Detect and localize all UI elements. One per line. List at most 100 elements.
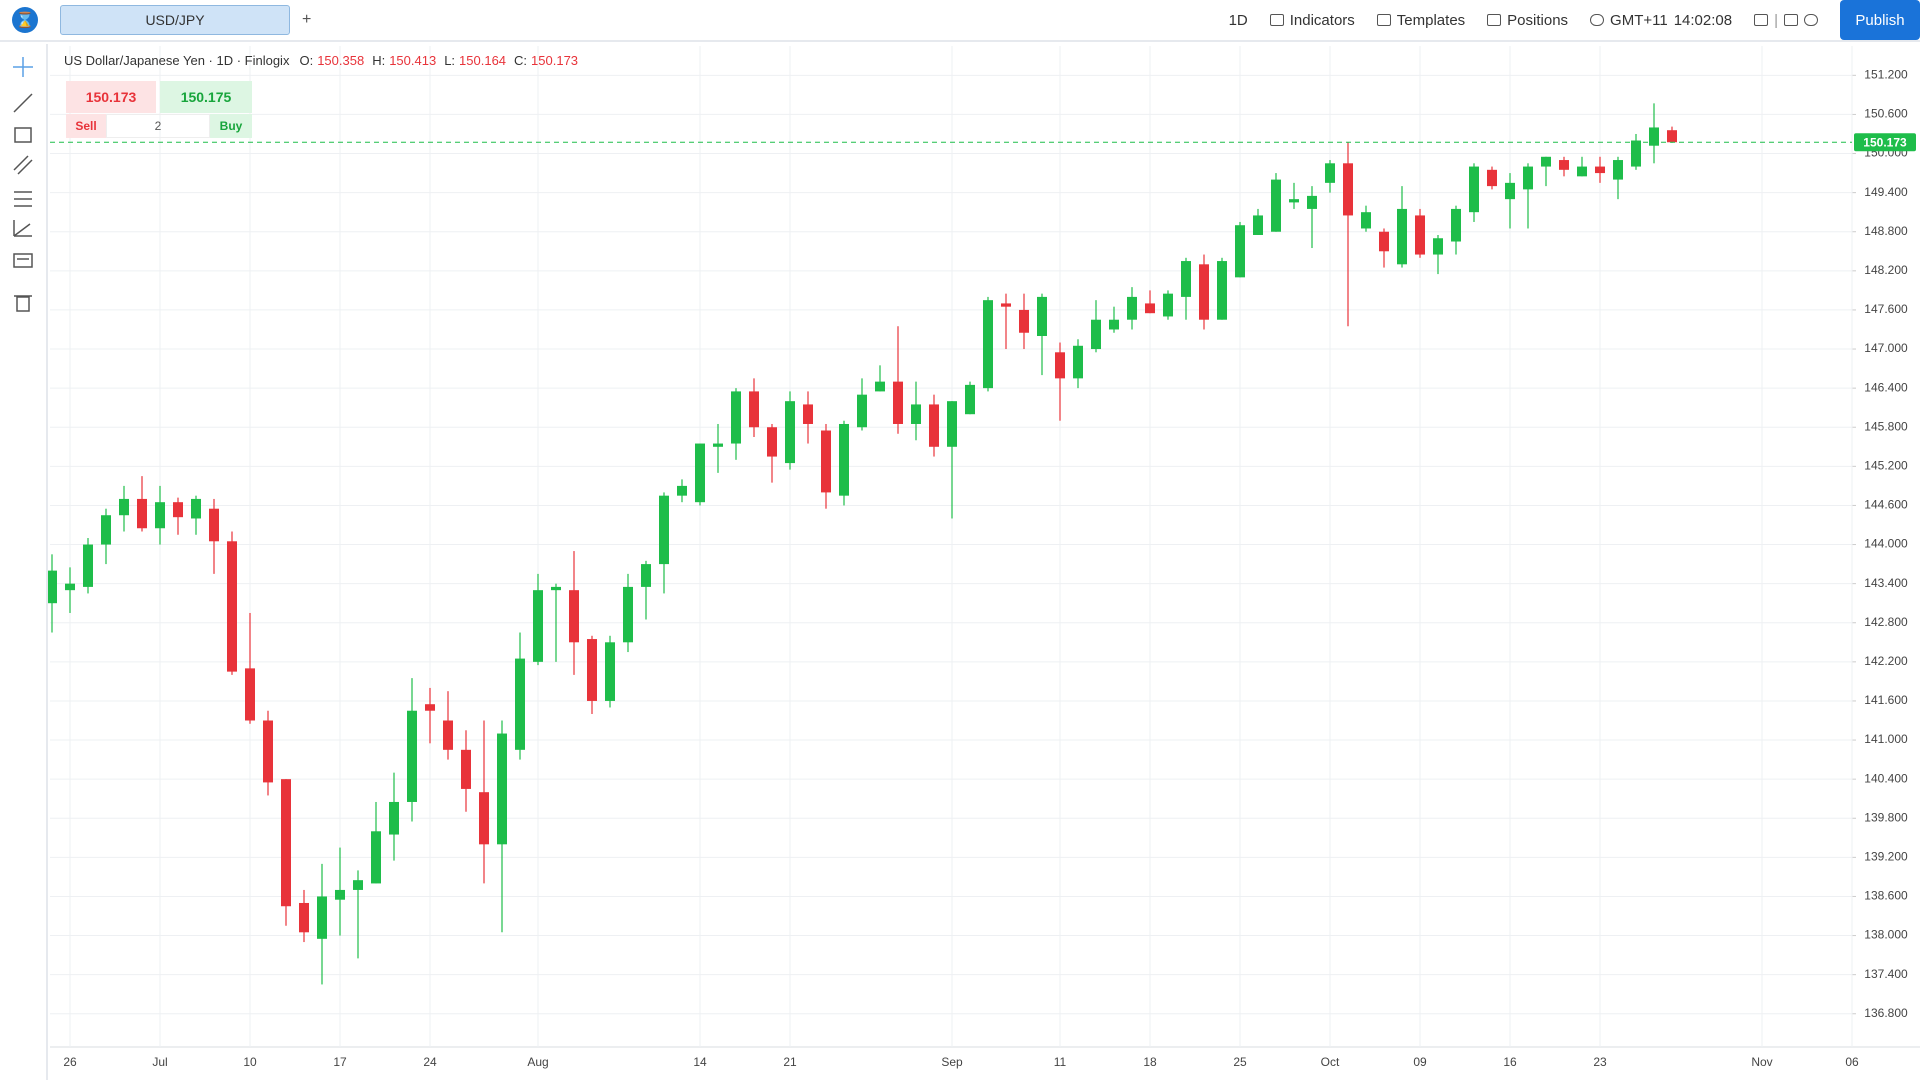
legend-fields: O: 150.358 H: 150.413 L: 150.164 C: 150.173 — [295, 53, 582, 68]
candle-body — [1055, 352, 1065, 379]
x-tick-label: Sep — [941, 1055, 963, 1069]
candle-body — [875, 381, 885, 392]
sell-price[interactable]: 150.173 — [66, 81, 156, 113]
fib-tool[interactable] — [14, 191, 32, 207]
candle-body — [1073, 345, 1083, 379]
buy-button[interactable]: Buy — [210, 114, 252, 138]
y-tick-label: 145.800 — [1864, 419, 1908, 433]
candle-body — [1253, 215, 1263, 235]
x-tick-label: 26 — [63, 1055, 77, 1069]
candle-body — [767, 427, 777, 457]
y-tick-label: 147.600 — [1864, 302, 1908, 316]
candle-body — [65, 583, 75, 591]
y-tick-label: 142.200 — [1864, 654, 1908, 668]
candle-body — [1595, 166, 1605, 174]
templates-label: Templates — [1396, 11, 1466, 29]
candle-body — [1541, 156, 1551, 167]
y-tick-label: 136.800 — [1864, 1006, 1908, 1020]
crosshair-tool[interactable] — [13, 57, 33, 77]
candle-body — [1469, 166, 1479, 213]
candle-body — [119, 498, 129, 516]
legend-field-value: 150.358 — [317, 53, 365, 68]
candle-body — [1019, 309, 1029, 333]
clock: 14:02:08 — [1673, 11, 1733, 29]
y-tick-label: 144.600 — [1864, 498, 1908, 512]
candle-body — [335, 889, 345, 900]
icon[interactable] — [1804, 14, 1818, 26]
candle-body — [1433, 238, 1443, 255]
x-tick-label: 25 — [1233, 1055, 1247, 1069]
icon[interactable] — [1784, 14, 1798, 26]
quantity[interactable]: 2 — [106, 114, 210, 138]
rect-tool[interactable] — [14, 127, 32, 143]
y-tick-label: 145.200 — [1864, 459, 1908, 473]
y-tick-label: 148.200 — [1864, 263, 1908, 277]
candle-body — [1163, 293, 1173, 317]
indicators-button[interactable]: Indicators — [1269, 12, 1355, 29]
candle-body — [623, 586, 633, 643]
sell-button[interactable]: Sell — [66, 114, 106, 138]
candle-body — [353, 880, 363, 890]
tool-icons: | — [1754, 12, 1818, 29]
delete-tool[interactable] — [14, 295, 32, 312]
add-tab[interactable]: + — [302, 11, 312, 28]
y-tick-label: 138.600 — [1864, 889, 1908, 903]
legend-title: US Dollar/Japanese Yen · 1D · Finlogix — [64, 53, 290, 68]
candle-body — [965, 384, 975, 415]
buy-price[interactable]: 150.175 — [160, 81, 252, 113]
candle-body — [1271, 179, 1281, 232]
candle-body — [839, 423, 849, 496]
candle-body — [83, 544, 93, 587]
icon[interactable] — [1754, 14, 1769, 26]
candle-body — [1199, 264, 1209, 320]
positions-button[interactable]: Positions — [1487, 12, 1568, 29]
legend-field-value: 150.413 — [389, 53, 437, 68]
text-tool[interactable] — [13, 253, 33, 268]
y-tick-label: 144.000 — [1864, 537, 1908, 551]
logo[interactable]: ⌛ — [12, 7, 38, 33]
legend-field-value: 150.173 — [531, 53, 579, 68]
symbol-tab[interactable]: USD/JPY — [60, 5, 290, 35]
candle-body — [803, 404, 813, 424]
timezone-button[interactable]: GMT+11 14:02:08 — [1590, 12, 1732, 29]
candle-body — [605, 642, 615, 701]
x-tick-label: 18 — [1143, 1055, 1157, 1069]
candle-body — [587, 639, 597, 701]
candle-body — [911, 404, 921, 424]
candle-body — [1235, 225, 1245, 278]
candle-body — [821, 430, 831, 493]
candle-body — [1181, 261, 1191, 297]
candle-body — [929, 404, 939, 447]
candle-body — [1577, 166, 1587, 177]
candle-body — [47, 570, 57, 604]
channel-tool[interactable] — [13, 155, 33, 175]
y-tick-label: 137.400 — [1864, 967, 1908, 981]
timezone-label: GMT+11 — [1610, 11, 1668, 29]
candle-body — [1649, 127, 1659, 146]
gann-tool[interactable] — [13, 220, 32, 237]
line-tool[interactable] — [13, 93, 33, 113]
y-tick-label: 146.400 — [1864, 380, 1908, 394]
drawing-toolbar — [0, 44, 48, 1080]
candle-body — [1487, 169, 1497, 187]
candle-body — [1001, 303, 1011, 307]
candle-body — [1397, 208, 1407, 265]
interval[interactable]: 1D — [1229, 12, 1248, 29]
candle-body — [263, 720, 273, 783]
candle-body — [659, 495, 669, 565]
candle-body — [155, 502, 165, 529]
candle-body — [1523, 166, 1533, 190]
candle-body — [713, 443, 723, 447]
candle-body — [1505, 182, 1515, 200]
candle-body — [389, 801, 399, 835]
trade-row: Sell 2 Buy — [66, 114, 252, 138]
icon — [1376, 14, 1391, 26]
y-tick-label: 140.400 — [1864, 771, 1908, 785]
publish-button[interactable]: Publish — [1840, 0, 1920, 40]
y-tick-label: 139.200 — [1864, 850, 1908, 864]
candle-body — [1379, 231, 1389, 252]
candle-body — [1145, 303, 1155, 314]
templates-button[interactable]: Templates — [1376, 11, 1466, 29]
x-tick-label: Aug — [527, 1055, 548, 1069]
